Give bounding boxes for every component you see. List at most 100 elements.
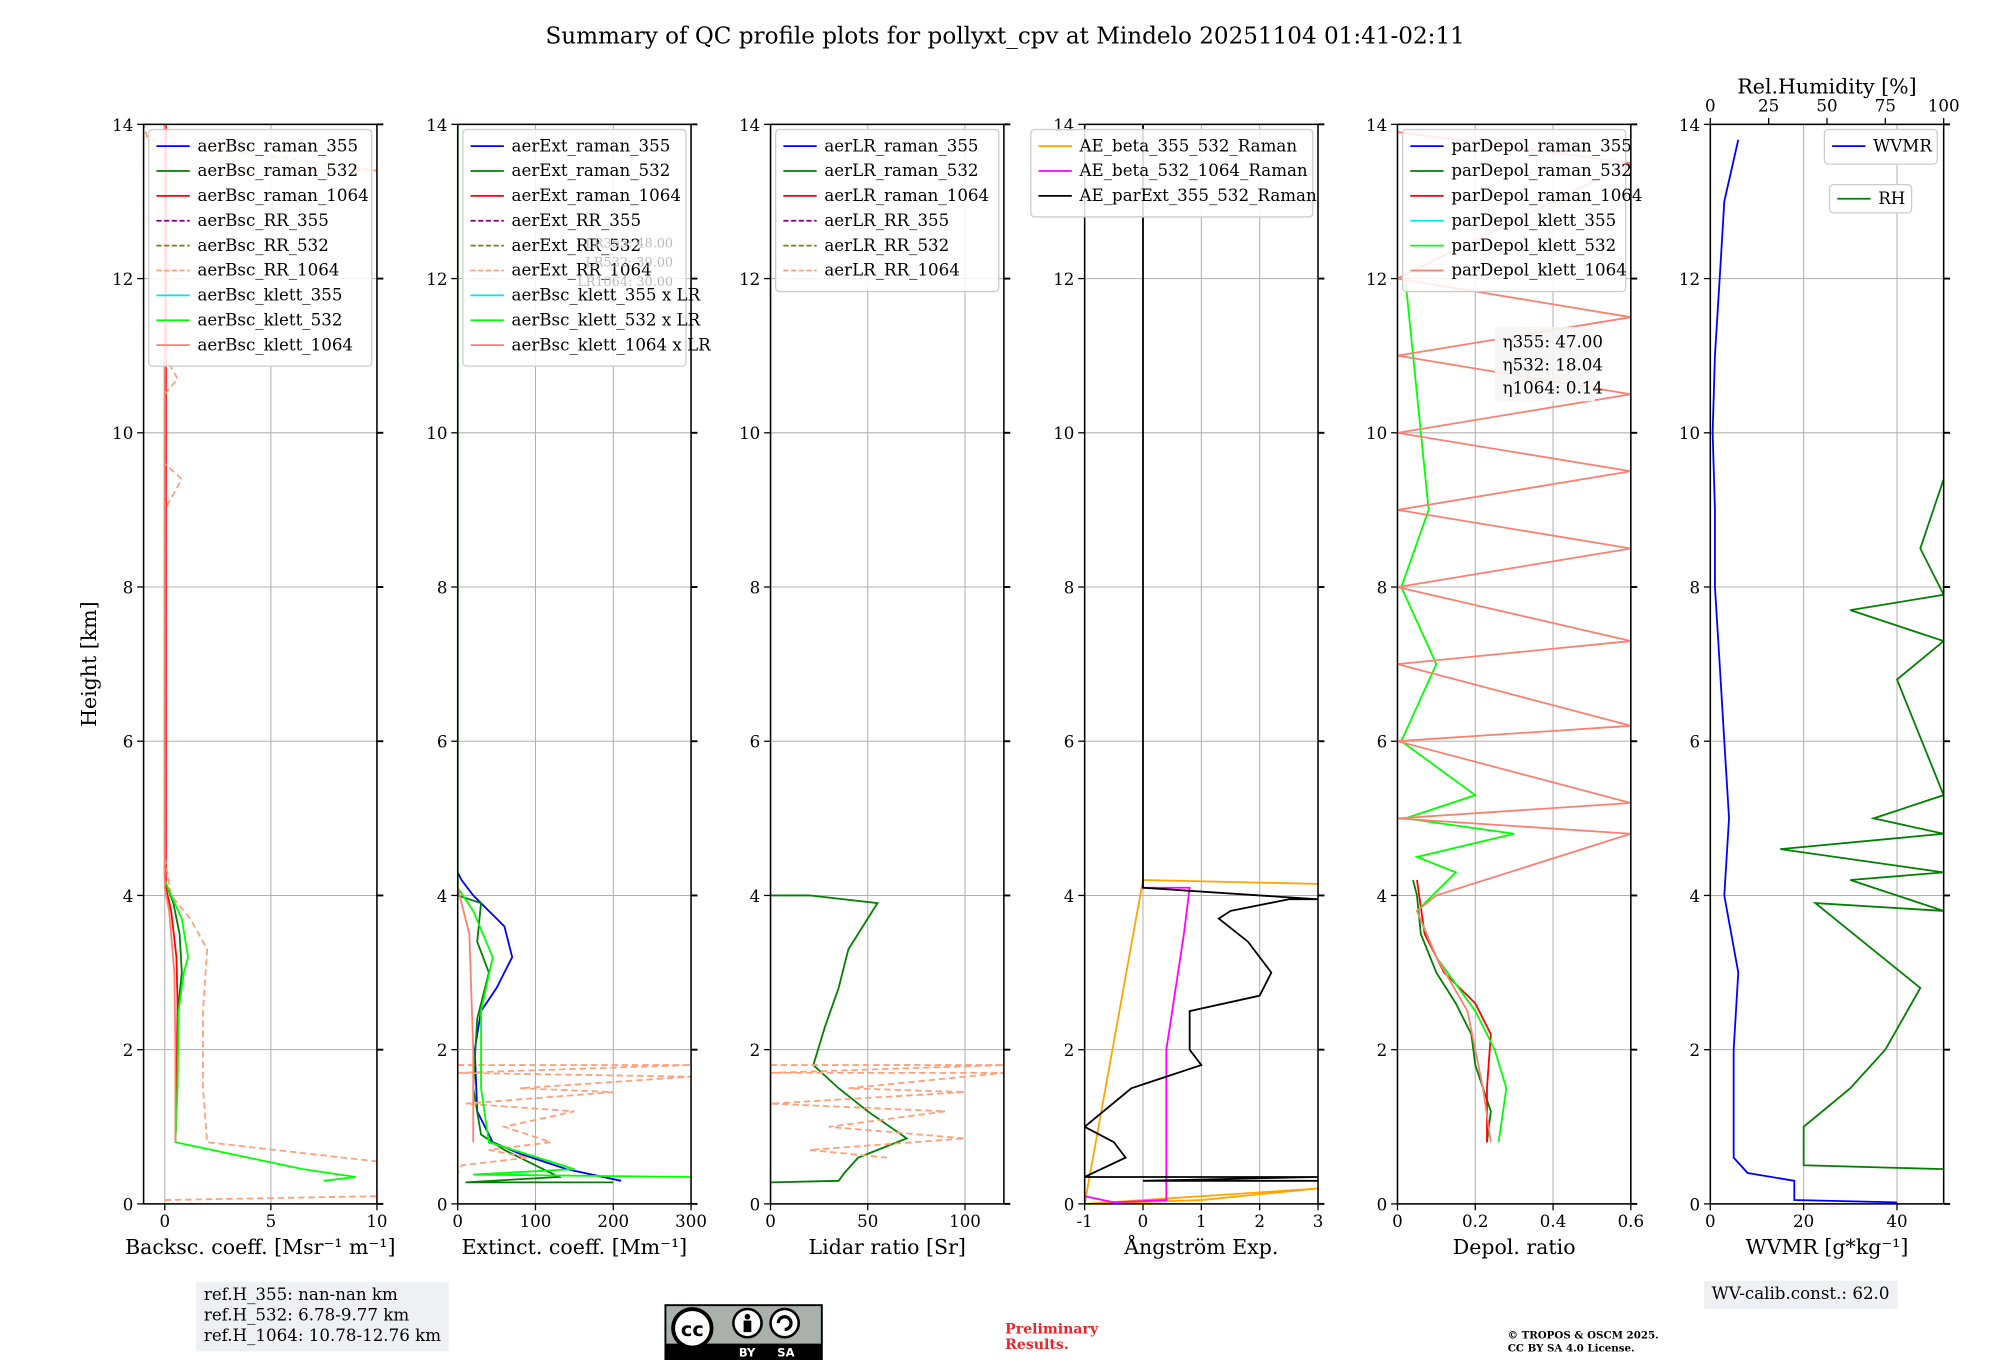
legend-label: parDepol_klett_355 <box>1451 211 1616 230</box>
series-group <box>770 894 1004 1184</box>
y-tick-label: 14 <box>1366 116 1387 135</box>
legend-label: aerExt_RR_1064 <box>512 261 652 280</box>
y-tick-label: 6 <box>123 733 134 752</box>
legend-label: aerBsc_RR_355 <box>197 211 328 230</box>
y-tick-label: 0 <box>750 1195 761 1214</box>
series-line <box>165 124 179 1143</box>
y-tick-label: 0 <box>123 1195 134 1214</box>
panel-2: 0 2 4 6 8 10 12 14 0 100 200 300 Extinct. coeff. [Mm… <box>426 116 711 1259</box>
eta-label: η532: 18.04 <box>1503 356 1603 375</box>
x-axis-label: Depol. ratio <box>1453 1235 1576 1259</box>
series-line <box>1412 879 1492 1143</box>
legend-box <box>1823 128 1938 165</box>
ref-h-1064: ref.H_1064: 10.78-12.76 km <box>203 1326 442 1347</box>
y-tick-label: 12 <box>112 270 133 289</box>
y-tick-label: 4 <box>123 887 134 906</box>
copyright-line-2: CC BY SA 4.0 License. <box>1507 1341 1635 1354</box>
legend-box <box>148 128 373 367</box>
figure-title: Summary of QC profile plots for pollyxt_… <box>545 23 1465 51</box>
y-tick-label: 4 <box>437 887 448 906</box>
x-tick-label: 100 <box>949 1212 981 1231</box>
attribution-icon-head <box>744 1313 751 1320</box>
legend-label: aerBsc_klett_355 x LR <box>512 286 701 305</box>
x-tick-label: 50 <box>857 1212 878 1231</box>
eta-label: η355: 47.00 <box>1503 332 1603 351</box>
cc-logo-text: cc <box>681 1318 704 1341</box>
y-tick-label: 8 <box>750 578 761 597</box>
legend-label: aerBsc_raman_1064 <box>197 186 368 205</box>
x-tick-label: 0 <box>160 1212 171 1231</box>
x-tick-label: 1 <box>1196 1212 1207 1231</box>
legend-label: aerBsc_klett_532 <box>197 310 342 329</box>
ref-h-532: ref.H_532: 6.78-9.77 km <box>203 1306 410 1326</box>
x-axis-label: Backsc. coeff. [Msr⁻¹ m⁻¹] <box>125 1235 395 1259</box>
y-tick-label: 6 <box>1689 733 1700 752</box>
x-tick-label: 40 <box>1886 1212 1907 1231</box>
legend-label: parDepol_raman_532 <box>1451 161 1632 180</box>
y-tick-label: 8 <box>1064 578 1075 597</box>
legend-box <box>1401 128 1627 293</box>
y-tick-label: 8 <box>1689 578 1700 597</box>
legend-label: aerLR_raman_355 <box>824 136 978 155</box>
x-tick-label: 0.2 <box>1462 1212 1489 1231</box>
legend-label: aerExt_RR_355 <box>512 211 642 230</box>
series-line <box>163 124 177 1143</box>
x2-axis-label: Rel.Humidity [%] <box>1737 75 1916 99</box>
y-tick-label: 6 <box>750 733 761 752</box>
y-tick-label: 14 <box>112 116 133 135</box>
y-tick-label: 14 <box>739 116 760 135</box>
x-tick-label: 0 <box>1138 1212 1149 1231</box>
y-tick-label: 8 <box>1377 578 1388 597</box>
legend: WVMR RH <box>1823 128 1938 214</box>
y-tick-label: 10 <box>1053 424 1074 443</box>
y-tick-label: 10 <box>1366 424 1387 443</box>
lidar-ratio-label: LR355: 48.00 <box>585 236 673 251</box>
series-line <box>1416 879 1492 1143</box>
y-tick-label: 6 <box>1064 733 1075 752</box>
series-line <box>457 124 614 1184</box>
legend-box <box>462 128 687 367</box>
legend-label: parDepol_raman_355 <box>1451 136 1632 155</box>
legend-label: aerBsc_raman_532 <box>197 161 358 180</box>
series-group <box>457 124 692 1184</box>
eta-label: η1064: 0.14 <box>1503 379 1603 398</box>
panel-1: 0 2 4 6 8 10 12 14 0 5 10 Backsc. coeff. [Msr⁻¹ m⁻¹… <box>112 116 395 1259</box>
x-axis-label: Extinct. coeff. [Mm⁻¹] <box>462 1235 688 1259</box>
legend-label: aerLR_RR_1064 <box>824 261 959 280</box>
legend: parDepol_raman_355 parDepol_raman_532 parD… <box>1401 128 1643 293</box>
legend: AE_beta_355_532_Raman AE_beta_532_1064_Ra… <box>1030 128 1317 218</box>
series-line <box>1711 139 1898 1204</box>
y-tick-label: 2 <box>1377 1041 1388 1060</box>
series-group <box>1084 124 1318 1204</box>
legend-label: aerLR_raman_1064 <box>824 186 989 205</box>
x-tick-label: 0 <box>1705 1212 1716 1231</box>
lidar-ratio-label: LR1064: 30.00 <box>577 275 673 290</box>
y-tick-label: 2 <box>123 1041 134 1060</box>
axes-frame <box>769 123 1005 1205</box>
cc-logo-icon <box>671 1307 714 1350</box>
y-tick-label: 10 <box>426 424 447 443</box>
legend-label: aerBsc_RR_532 <box>197 236 328 255</box>
series-line <box>770 1064 1004 1159</box>
series-group <box>1397 131 1631 1143</box>
eta-box <box>1494 326 1595 402</box>
y-tick-label: 0 <box>1064 1195 1075 1214</box>
cc-license-badge: cc BY SA <box>664 1304 823 1360</box>
legend-label: aerBsc_RR_1064 <box>197 261 339 280</box>
y-tick-label: 4 <box>750 887 761 906</box>
y-tick-label: 10 <box>1679 424 1700 443</box>
lidar-ratio-label: LR532: 39.00 <box>585 256 673 271</box>
y-tick-label: 2 <box>1064 1041 1075 1060</box>
legend-label: aerBsc_klett_532 x LR <box>512 310 701 329</box>
x-axis-label: Lidar ratio [Sr] <box>809 1235 966 1259</box>
axes-frame <box>1709 123 1945 1205</box>
legend-box <box>1030 128 1314 218</box>
y-tick-label: 10 <box>112 424 133 443</box>
x2-tick-label: 100 <box>1928 97 1960 116</box>
preliminary-line-1: Preliminary <box>1005 1320 1099 1338</box>
y-tick-label: 8 <box>437 578 448 597</box>
series-line <box>1780 478 1944 1171</box>
ref-h-355: ref.H_355: nan-nan km <box>203 1285 398 1306</box>
